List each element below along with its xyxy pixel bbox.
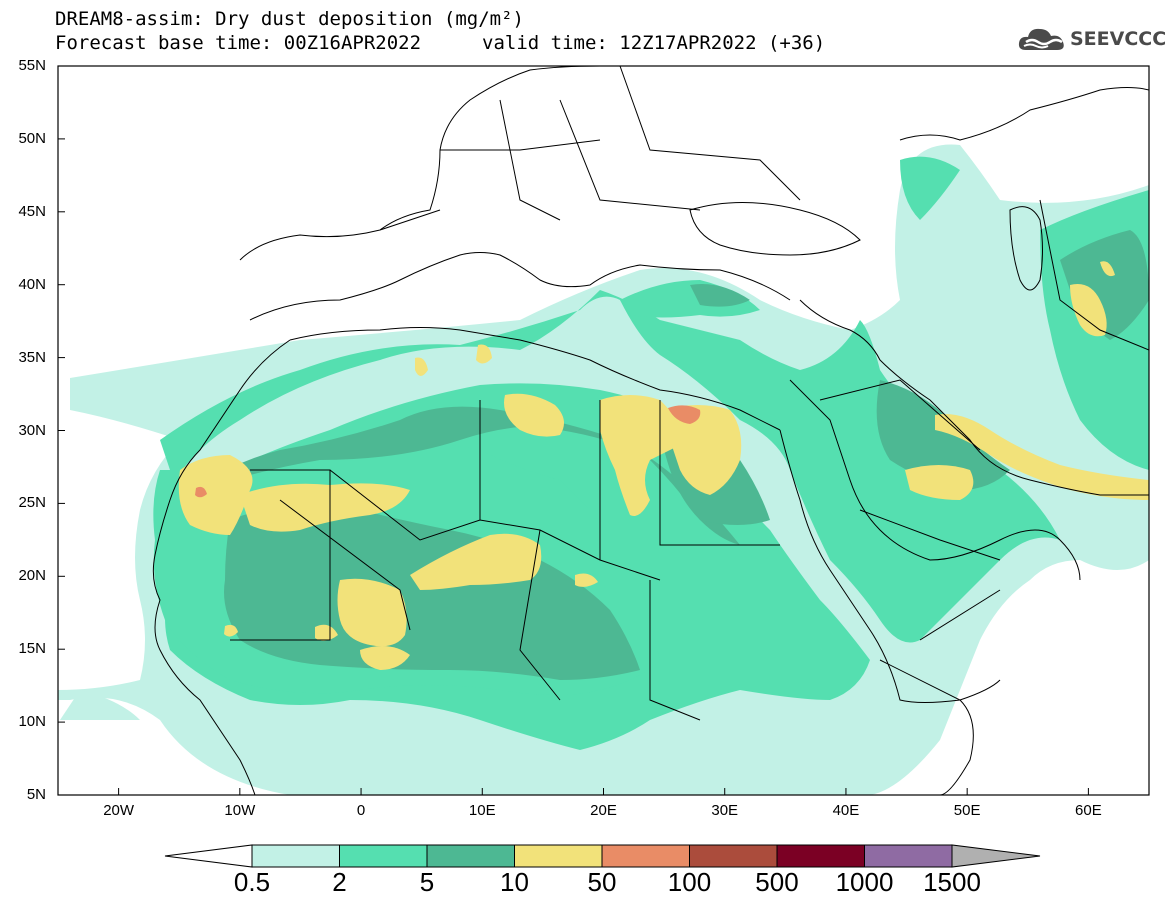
cloud-icon	[1018, 28, 1064, 50]
colorbar-over-triangle	[951, 844, 1041, 868]
dust-band-10-50	[178, 261, 1149, 670]
colorbar-segment	[514, 844, 603, 868]
coastlines	[152, 66, 1149, 795]
colorbar-segment	[339, 844, 428, 868]
lon-label: 10E	[468, 802, 496, 819]
colorbar-label: 0.5	[233, 867, 271, 897]
dust-band-50-100	[195, 405, 701, 498]
lon-label: 0	[356, 802, 366, 819]
colorbar-segment	[864, 844, 953, 868]
colorbar-segment	[251, 844, 340, 868]
lat-label: 15N	[18, 640, 46, 658]
colorbar-label: 2	[332, 867, 347, 897]
lon-label: 20E	[590, 802, 617, 819]
lon-label: 20W	[103, 802, 135, 819]
lat-label: 40N	[18, 275, 46, 293]
lat-label: 5N	[26, 786, 46, 803]
colorbar-label: 10	[500, 867, 529, 897]
lat-label: 25N	[18, 494, 46, 512]
map-title: DREAM8-assim: Dry dust deposition (mg/m²…	[55, 8, 524, 30]
colorbar-segment	[601, 844, 690, 868]
lat-label: 10N	[18, 713, 46, 731]
lon-label: 10W	[224, 802, 256, 819]
lat-label: 20N	[18, 567, 46, 585]
colorbar-label: 5	[419, 867, 435, 897]
colorbar-label: 100	[667, 867, 712, 897]
colorbar-segment	[689, 844, 778, 868]
colorbar-under-triangle	[164, 844, 253, 868]
colorbar-segment	[776, 844, 865, 868]
lon-label: 60E	[1075, 802, 1102, 819]
colorbar	[164, 844, 1041, 868]
forecast-base-time: Forecast base time: 00Z16APR2022	[55, 32, 422, 54]
colorbar-label: 500	[755, 867, 799, 897]
lat-label: 35N	[18, 348, 46, 366]
logo-text: SEEVCCC	[1070, 28, 1165, 50]
seevccc-logo: SEEVCCC	[1018, 24, 1165, 60]
colorbar-label: 1500	[923, 867, 981, 897]
lat-label: 50N	[18, 129, 46, 147]
colorbar-label: 50	[587, 867, 617, 897]
lon-label: 50E	[953, 802, 981, 819]
lat-label: 30N	[18, 421, 46, 439]
colorbar-segment	[426, 844, 515, 868]
colorbar-label: 1000	[835, 867, 894, 897]
lat-label: 45N	[18, 202, 46, 220]
valid-time: valid time: 12Z17APR2022 (+36)	[482, 32, 826, 54]
lon-label: 30E	[711, 802, 739, 819]
lon-label: 40E	[832, 802, 860, 819]
axis-ticks	[58, 65, 1089, 796]
lat-label: 55N	[18, 57, 46, 74]
